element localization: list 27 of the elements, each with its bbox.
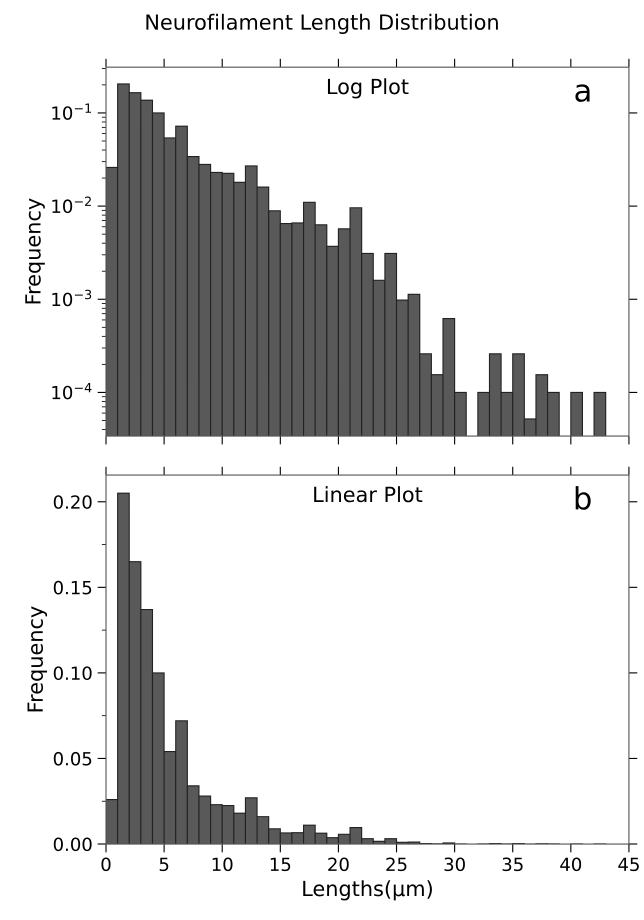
x-axis-title: Lengths(μm) <box>303 880 432 900</box>
y-axis-title: Frequency <box>25 198 45 304</box>
x-tick-label: 10 <box>212 858 232 872</box>
annotation: Linear Plot <box>314 486 422 502</box>
x-tick-label: 40 <box>560 858 582 872</box>
annotation: Log Plot <box>328 78 409 98</box>
chart-title: Neurofilament Length Distribution <box>146 14 498 34</box>
y-tick-label: 10$^{−1}$ <box>52 104 91 120</box>
x-tick-label: 35 <box>502 858 523 872</box>
y-tick-label: 0.00 <box>54 837 92 852</box>
y-tick-label: 0.20 <box>54 495 92 509</box>
annotation: a <box>575 84 590 102</box>
x-tick-label: 30 <box>444 858 465 872</box>
x-tick-label: 0 <box>101 858 111 872</box>
y-tick-label: 10$^{−4}$ <box>52 383 92 400</box>
y-tick-label: 0.05 <box>54 752 92 766</box>
y-tick-label: 0.10 <box>54 666 92 680</box>
annotation: b <box>576 486 591 510</box>
y-axis-title: Frequency <box>28 606 48 712</box>
x-tick-label: 25 <box>386 858 406 872</box>
x-tick-label: 15 <box>270 858 290 872</box>
y-tick-label: 10$^{−3}$ <box>52 290 92 306</box>
x-tick-label: 45 <box>618 858 639 872</box>
y-tick-label: 10$^{−2}$ <box>52 196 91 214</box>
x-tick-label: 20 <box>328 858 349 872</box>
x-tick-label: 5 <box>160 858 168 872</box>
y-tick-label: 0.15 <box>54 580 92 594</box>
